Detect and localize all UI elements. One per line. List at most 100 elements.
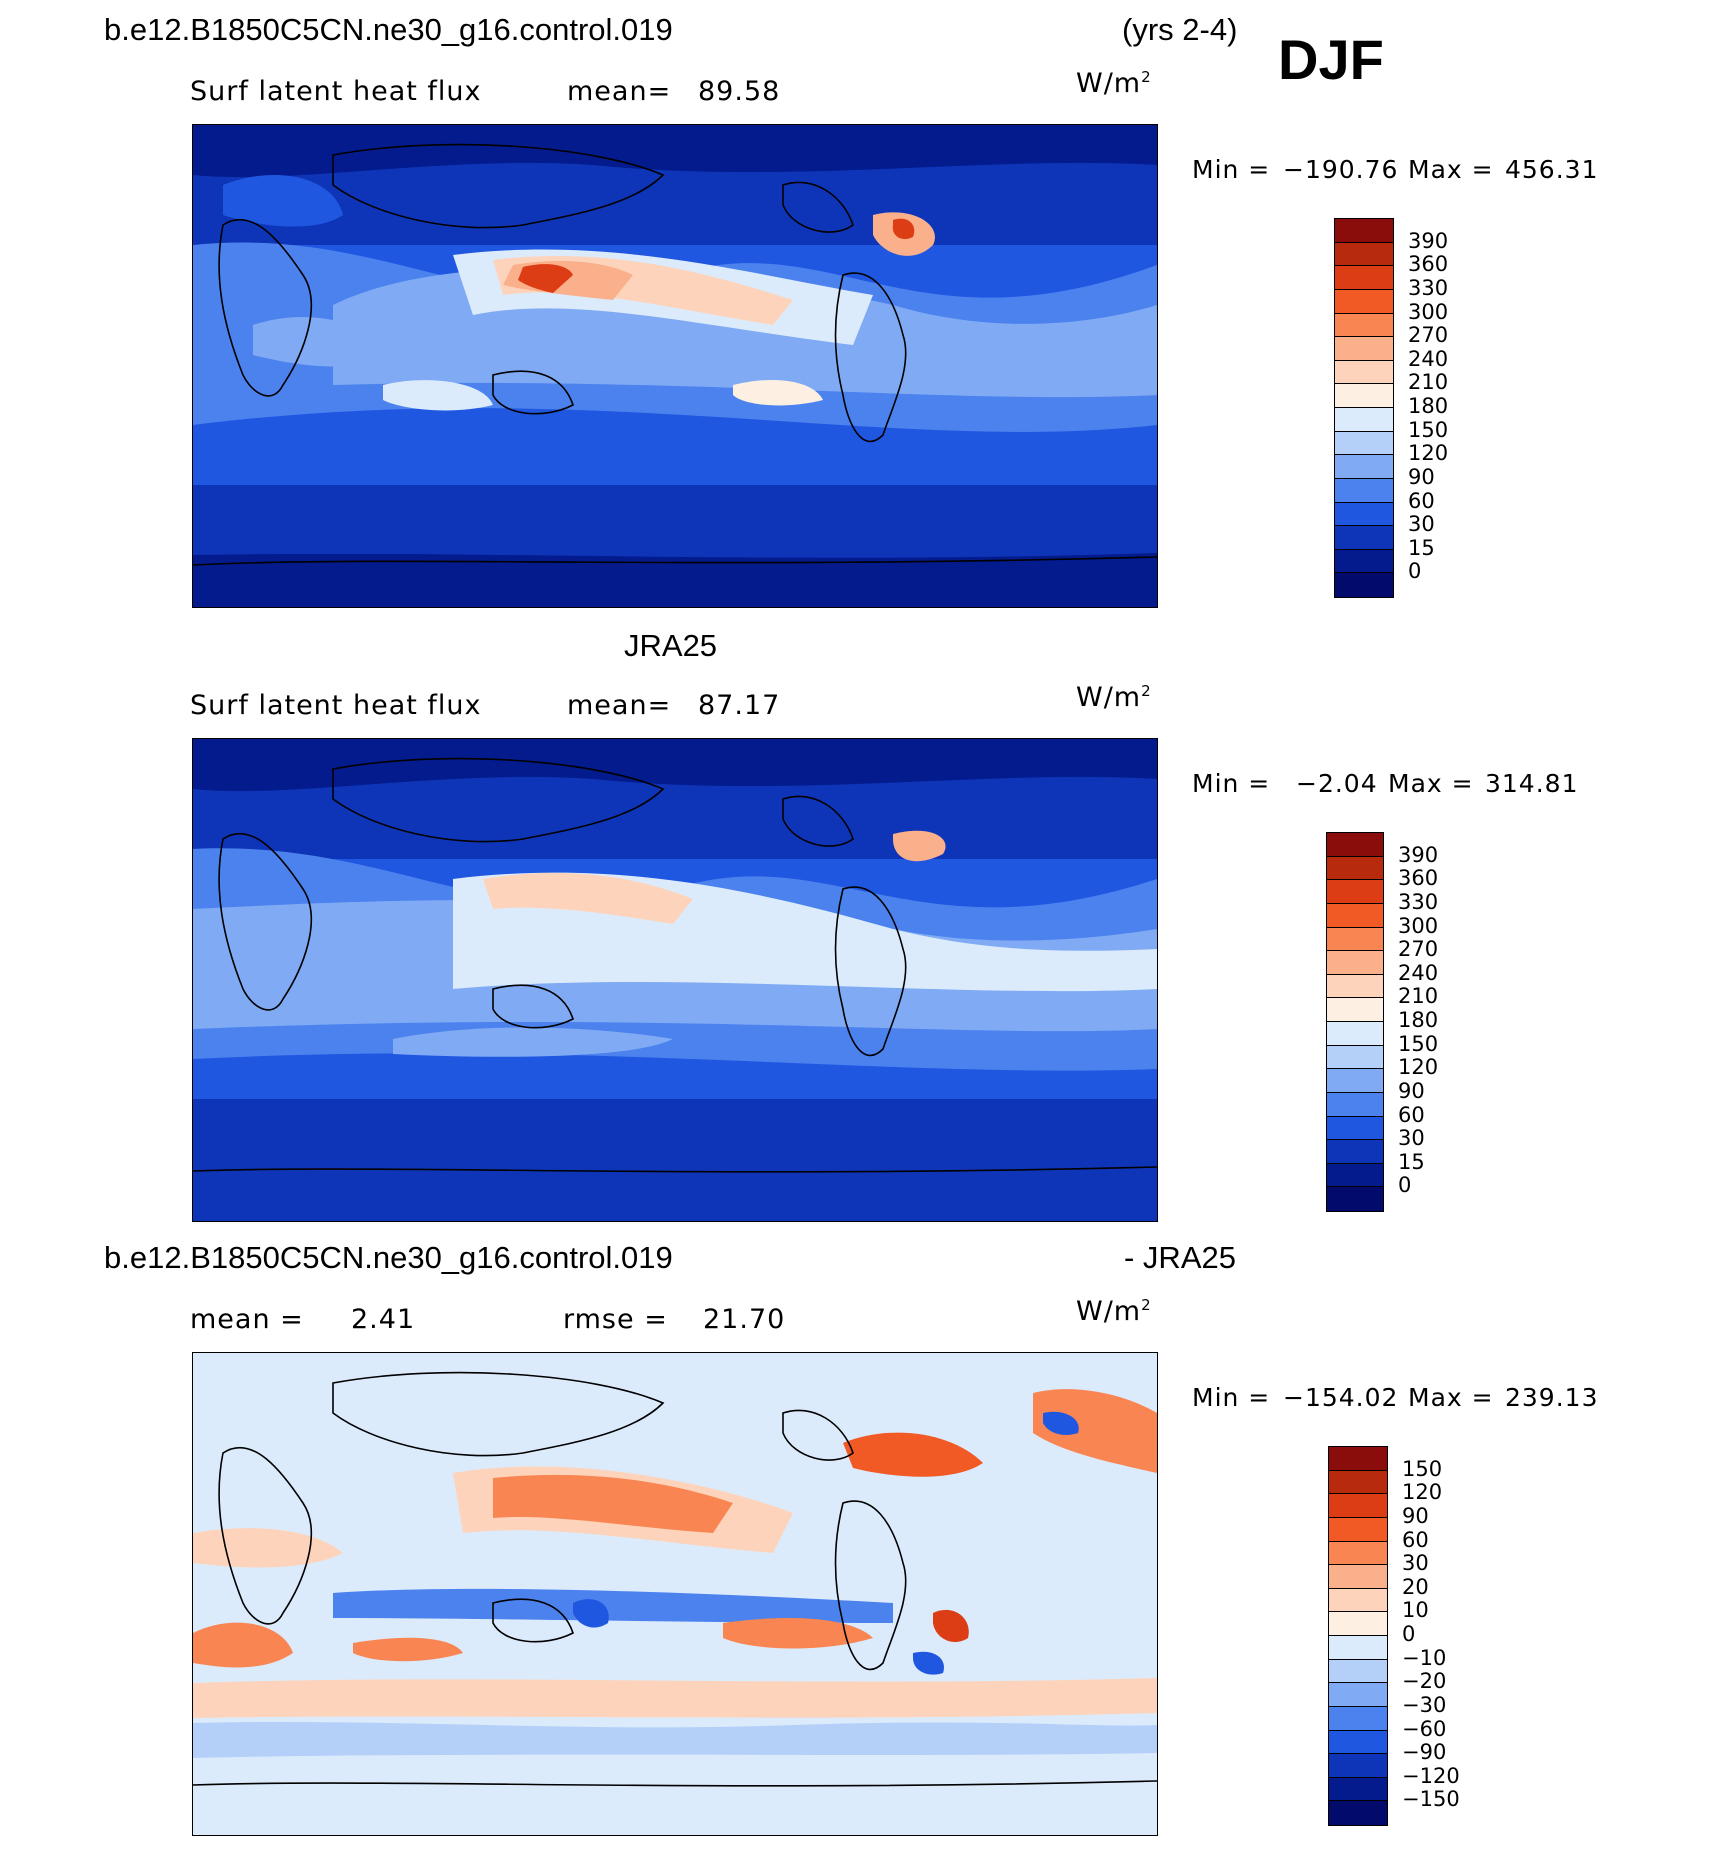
panel2-colorbar-tick-label: 240: [1398, 960, 1439, 985]
panel1-colorbar-swatch: [1335, 455, 1393, 479]
panel2-colorbar-tick-label: 210: [1398, 984, 1439, 1009]
panel3-colorbar-swatch: [1329, 1706, 1387, 1731]
panel2-colorbar-tick-label: 90: [1398, 1078, 1425, 1103]
panel2-colorbar-swatch: [1327, 927, 1383, 952]
panel2-colorbar-swatch: [1327, 880, 1383, 904]
panel1-colorbar-swatch: [1335, 573, 1393, 597]
panel2-units-base: W/m: [1076, 682, 1142, 713]
panel1-colorbar-tick-label: 15: [1408, 535, 1435, 560]
panel3-units-base: W/m: [1076, 1296, 1142, 1327]
panel2-units-exponent: 2: [1141, 682, 1152, 700]
panel2-colorbar-tick-label: 120: [1398, 1055, 1439, 1080]
panel1-colorbar-tick-label: 0: [1408, 559, 1422, 584]
panel2-colorbar-tick-label: 30: [1398, 1126, 1425, 1151]
panel2-colorbar-tick-label: 330: [1398, 889, 1439, 914]
panel1-colorbar-tick-label: 240: [1408, 346, 1449, 371]
panel1-max-label: Max =: [1408, 155, 1494, 184]
panel2-units: W/m2: [1076, 682, 1152, 713]
panel1-colorbar-swatch: [1335, 266, 1393, 290]
panel2-colorbar: [1326, 832, 1384, 1212]
panel3-colorbar-swatch: [1329, 1565, 1387, 1589]
panel2-mean-label: mean=: [567, 690, 672, 721]
panel1-colorbar-tick-label: 150: [1408, 417, 1449, 442]
panel3-difference-label: - JRA25: [1124, 1240, 1236, 1275]
panel3-min-label: Min =: [1192, 1383, 1271, 1412]
panel1-map-svg: [193, 125, 1157, 607]
panel3-colorbar-swatch: [1329, 1447, 1387, 1471]
panel2-map: [192, 738, 1158, 1222]
panel3-colorbar-swatch: [1329, 1683, 1387, 1707]
panel2-max-label: Max =: [1388, 769, 1474, 798]
panel2-colorbar-tick-label: 300: [1398, 913, 1439, 938]
panel1-mean-label: mean=: [567, 76, 672, 107]
panel2-colorbar-swatch: [1327, 1116, 1383, 1141]
panel3-colorbar-tick-label: −20: [1402, 1669, 1447, 1694]
panel3-colorbar-swatch: [1329, 1470, 1387, 1495]
panel3-units-exponent: 2: [1141, 1296, 1152, 1314]
panel3-colorbar-swatch: [1329, 1777, 1387, 1802]
panel1-colorbar-swatch: [1335, 289, 1393, 314]
panel2-colorbar-swatch: [1327, 1069, 1383, 1093]
panel2-colorbar-swatch: [1327, 833, 1383, 857]
panel3-colorbar-tick-label: −150: [1402, 1787, 1460, 1812]
panel3-min-value: −154.02: [1283, 1383, 1399, 1412]
panel2-colorbar-tick-label: 180: [1398, 1008, 1439, 1032]
panel1-colorbar-swatch: [1335, 526, 1393, 550]
panel1-colorbar-swatch: [1335, 313, 1393, 338]
panel3-mean-value: 2.41: [351, 1304, 416, 1335]
panel3-colorbar-tick-label: 90: [1402, 1503, 1429, 1528]
panel2-colorbar-tick-label: 270: [1398, 937, 1439, 962]
panel2-colorbar-tick-label: 60: [1398, 1102, 1425, 1127]
panel1-units-exponent: 2: [1141, 68, 1152, 86]
panel3-colorbar-tick-label: 10: [1402, 1598, 1429, 1623]
panel2-colorbar-swatch: [1327, 998, 1383, 1022]
panel3-mean-label: mean =: [190, 1304, 304, 1335]
panel1-colorbar-swatch: [1335, 478, 1393, 503]
panel3-colorbar-swatch: [1329, 1801, 1387, 1825]
panel3-colorbar-tick-label: 20: [1402, 1574, 1429, 1599]
panel2-colorbar-tick-label: 360: [1398, 866, 1439, 891]
panel2-mean-value: 87.17: [698, 690, 781, 721]
panel3-max-value: 239.13: [1505, 1383, 1599, 1412]
panel1-colorbar: [1334, 218, 1394, 598]
panel1-colorbar-swatch: [1335, 219, 1393, 243]
panel1-colorbar-swatch: [1335, 384, 1393, 408]
panel2-min-label: Min =: [1192, 769, 1271, 798]
panel2-colorbar-swatch: [1327, 856, 1383, 881]
panel2-colorbar-swatch: [1327, 951, 1383, 975]
panel2-colorbar-swatch: [1327, 1140, 1383, 1164]
panel1-colorbar-tick-label: 90: [1408, 464, 1435, 489]
panel1-colorbar-tick-label: 390: [1408, 228, 1449, 253]
panel2-max-value: 314.81: [1485, 769, 1579, 798]
panel3-colorbar-swatch: [1329, 1754, 1387, 1778]
panel1-max-value: 456.31: [1505, 155, 1599, 184]
panel1-colorbar-tick-label: 30: [1408, 512, 1435, 537]
season-label: DJF: [1278, 28, 1384, 91]
panel3-colorbar-swatch: [1329, 1541, 1387, 1566]
panel2-colorbar-tick-label: 15: [1398, 1149, 1425, 1174]
panel1-colorbar-tick-label: 270: [1408, 323, 1449, 348]
panel3-colorbar-tick-label: 120: [1402, 1480, 1443, 1505]
panel1-colorbar-tick-label: 330: [1408, 275, 1449, 300]
panel1-colorbar-tick-label: 360: [1408, 252, 1449, 277]
panel2-variable-name: Surf latent heat flux: [190, 690, 482, 721]
panel2-colorbar-swatch: [1327, 1045, 1383, 1070]
panel1-colorbar-swatch: [1335, 431, 1393, 456]
panel3-colorbar-swatch: [1329, 1494, 1387, 1518]
panel3-units: W/m2: [1076, 1296, 1152, 1327]
panel1-colorbar-tick-label: 300: [1408, 299, 1449, 324]
panel3-map: [192, 1352, 1158, 1836]
panel2-dataset-title: JRA25: [624, 628, 718, 663]
panel1-colorbar-swatch: [1335, 502, 1393, 527]
panel3-max-label: Max =: [1408, 1383, 1494, 1412]
panel3-colorbar-swatch: [1329, 1612, 1387, 1636]
panel1-map: [192, 124, 1158, 608]
panel3-colorbar-tick-label: 30: [1402, 1551, 1429, 1576]
panel2-colorbar-swatch: [1327, 1187, 1383, 1211]
panel1-colorbar-tick-label: 210: [1408, 370, 1449, 395]
panel3-colorbar-tick-label: −60: [1402, 1716, 1447, 1741]
panel3-colorbar-swatch: [1329, 1517, 1387, 1542]
panel1-colorbar-swatch: [1335, 549, 1393, 574]
panel3-rmse-label: rmse =: [563, 1304, 668, 1335]
panel2-map-svg: [193, 739, 1157, 1221]
